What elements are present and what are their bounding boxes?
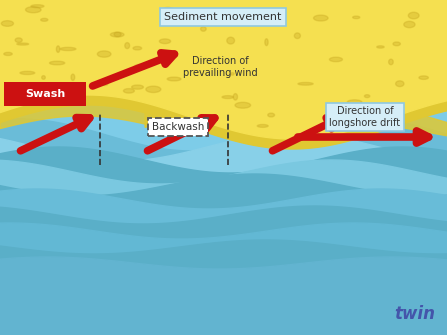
Polygon shape <box>0 133 447 335</box>
Ellipse shape <box>41 18 48 21</box>
Polygon shape <box>145 97 320 137</box>
Ellipse shape <box>162 7 174 12</box>
Ellipse shape <box>60 47 76 51</box>
Ellipse shape <box>133 47 142 50</box>
Ellipse shape <box>20 71 35 74</box>
Ellipse shape <box>257 125 268 127</box>
Ellipse shape <box>71 74 75 80</box>
Ellipse shape <box>353 16 360 19</box>
Ellipse shape <box>231 73 234 75</box>
Polygon shape <box>295 102 447 136</box>
Polygon shape <box>0 160 447 335</box>
Ellipse shape <box>134 64 147 69</box>
Polygon shape <box>0 93 175 131</box>
Ellipse shape <box>227 37 235 44</box>
Ellipse shape <box>131 85 143 89</box>
Ellipse shape <box>329 57 342 62</box>
Ellipse shape <box>419 76 428 79</box>
Ellipse shape <box>160 39 171 44</box>
Ellipse shape <box>125 43 130 49</box>
Polygon shape <box>0 257 447 335</box>
Ellipse shape <box>408 12 419 19</box>
Ellipse shape <box>201 27 206 31</box>
Ellipse shape <box>97 51 111 57</box>
Text: Direction of
prevailing wind: Direction of prevailing wind <box>183 56 257 78</box>
Ellipse shape <box>25 7 41 13</box>
Ellipse shape <box>377 46 384 48</box>
Ellipse shape <box>56 46 60 52</box>
Ellipse shape <box>313 15 328 21</box>
Polygon shape <box>0 0 447 139</box>
Ellipse shape <box>17 43 29 45</box>
Polygon shape <box>0 206 447 335</box>
Polygon shape <box>0 223 447 335</box>
Polygon shape <box>0 174 447 335</box>
Ellipse shape <box>15 38 22 43</box>
Ellipse shape <box>123 88 135 93</box>
Text: Sediment movement: Sediment movement <box>164 12 282 22</box>
FancyBboxPatch shape <box>4 82 86 106</box>
Ellipse shape <box>235 102 251 108</box>
Ellipse shape <box>4 52 12 56</box>
Ellipse shape <box>42 76 45 79</box>
Ellipse shape <box>146 86 161 92</box>
Ellipse shape <box>337 118 344 120</box>
Polygon shape <box>0 147 447 335</box>
Ellipse shape <box>393 42 401 46</box>
Ellipse shape <box>388 59 393 65</box>
Ellipse shape <box>268 113 274 117</box>
Ellipse shape <box>233 93 237 100</box>
Ellipse shape <box>31 5 44 8</box>
Ellipse shape <box>347 100 362 105</box>
Bar <box>0 75 447 335</box>
Ellipse shape <box>222 96 233 98</box>
Ellipse shape <box>396 81 404 86</box>
Ellipse shape <box>1 21 13 26</box>
Ellipse shape <box>50 61 65 65</box>
Text: Swash: Swash <box>25 89 65 99</box>
Ellipse shape <box>298 82 313 85</box>
Text: Backwash: Backwash <box>152 122 204 132</box>
Ellipse shape <box>114 32 121 37</box>
Polygon shape <box>0 102 447 335</box>
Ellipse shape <box>265 39 268 46</box>
Ellipse shape <box>404 21 415 28</box>
Polygon shape <box>0 119 447 335</box>
Ellipse shape <box>294 33 300 39</box>
Ellipse shape <box>101 83 108 85</box>
Polygon shape <box>0 240 447 335</box>
Ellipse shape <box>364 95 370 97</box>
Text: Direction of
longshore drift: Direction of longshore drift <box>329 106 401 128</box>
Polygon shape <box>0 0 447 149</box>
Ellipse shape <box>167 77 181 81</box>
Text: twin: twin <box>394 305 435 323</box>
Polygon shape <box>0 189 447 335</box>
Ellipse shape <box>110 32 124 37</box>
